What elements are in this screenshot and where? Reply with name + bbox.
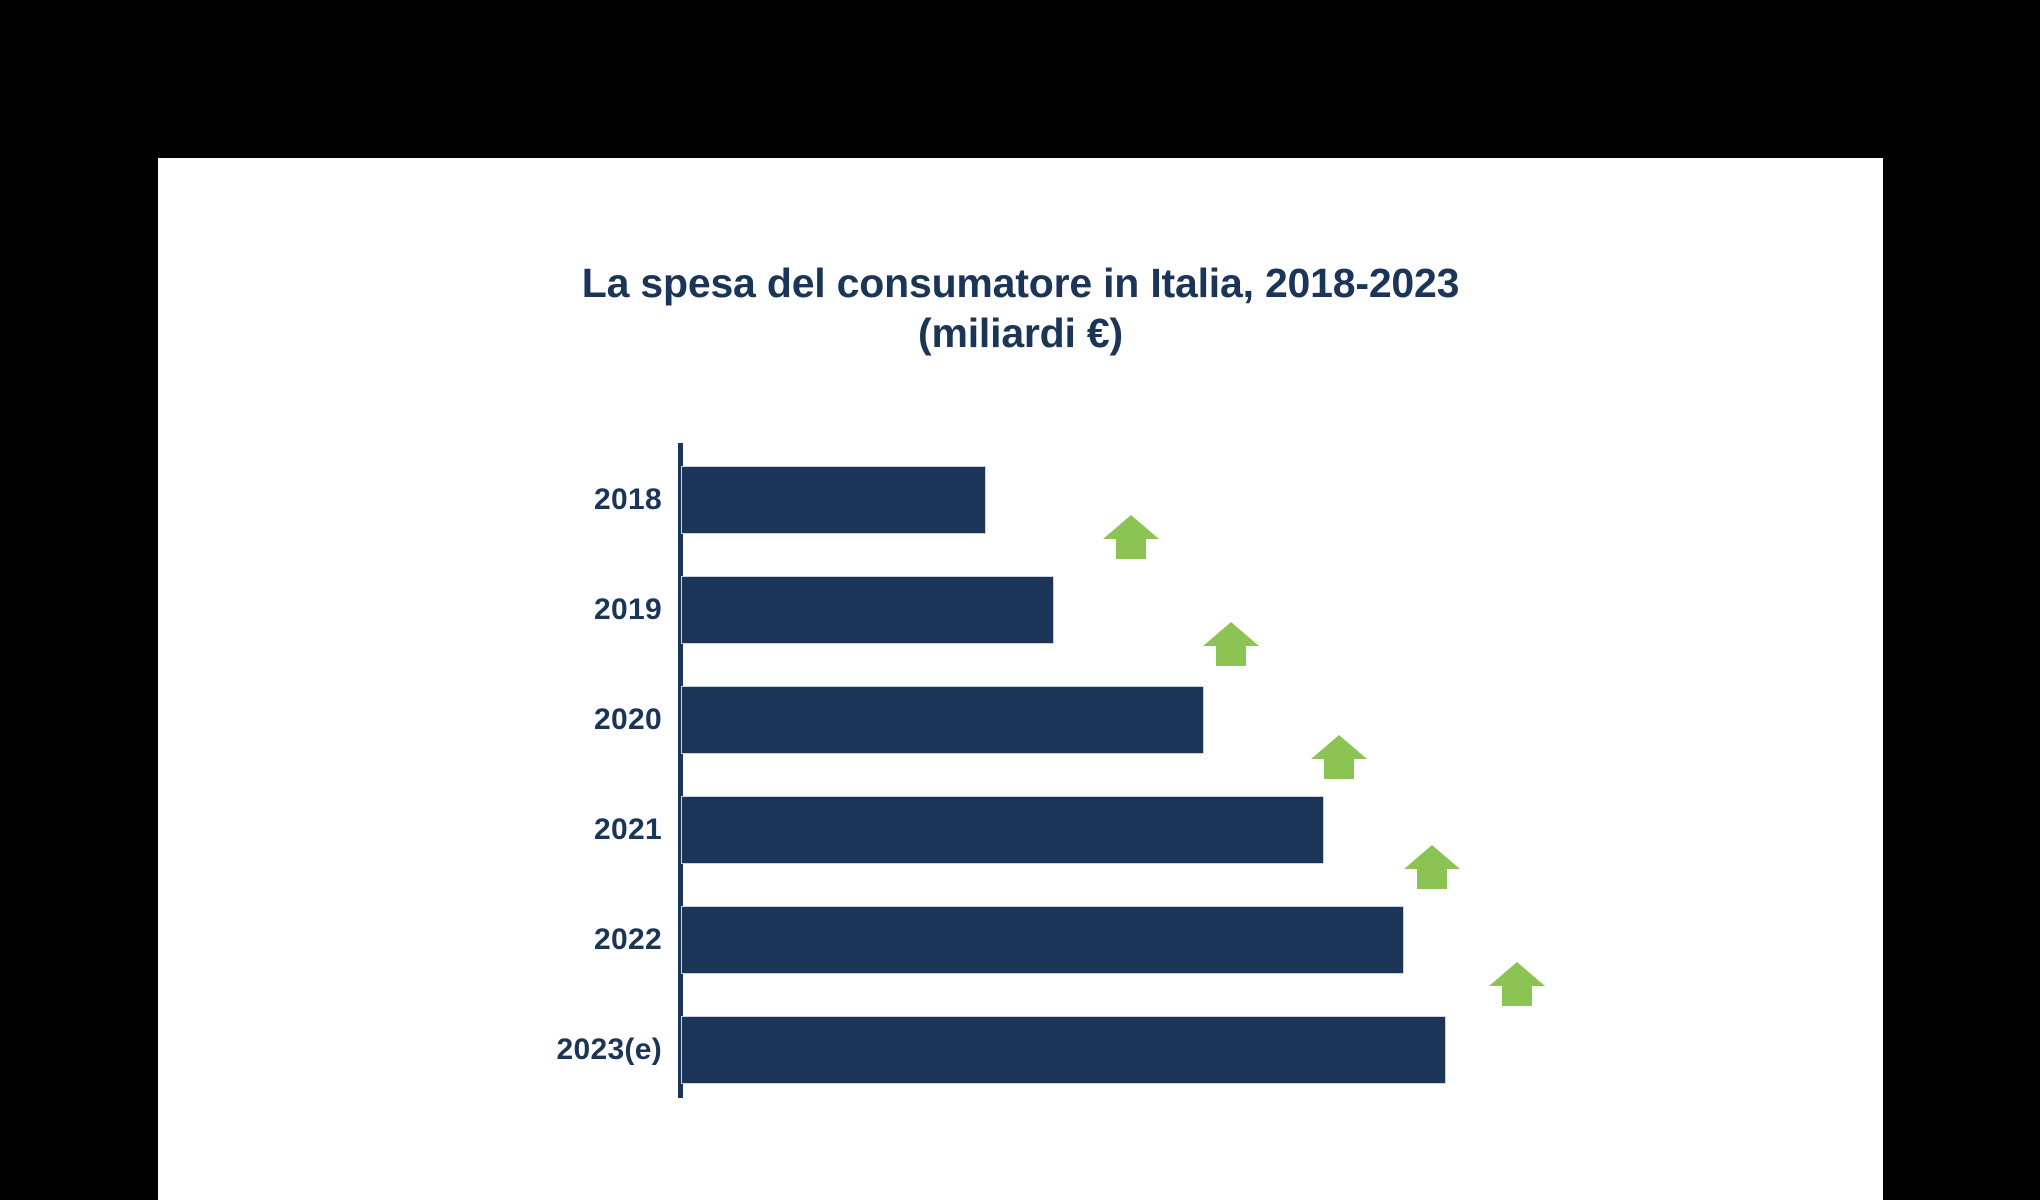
chart-title: La spesa del consumatore in Italia, 2018… [581, 260, 1460, 357]
bar-2023e[interactable] [681, 1016, 1446, 1084]
up-arrow-icon [1488, 960, 1546, 1008]
bar-row: 2021 [0, 796, 2040, 864]
up-arrow-icon [1102, 513, 1160, 561]
category-label-2023e: 2023(e) [556, 1033, 662, 1066]
category-label-2019: 2019 [594, 593, 662, 626]
category-label-2022: 2022 [594, 923, 662, 956]
slide-card-top-band [158, 158, 1883, 222]
category-label-2020: 2020 [594, 703, 662, 736]
up-arrow-icon [1403, 843, 1461, 891]
category-label-2018: 2018 [594, 483, 662, 516]
bar-row: 2019 [0, 576, 2040, 644]
bar-2019[interactable] [681, 576, 1054, 644]
bar-row: 2020 [0, 686, 2040, 754]
bar-2020[interactable] [681, 686, 1204, 754]
bar-2018[interactable] [681, 466, 986, 534]
bar-row: 2023(e) [0, 1016, 2040, 1084]
y-axis-line [678, 443, 683, 1098]
bar-row: 2018 [0, 466, 2040, 534]
bar-row: 2022 [0, 906, 2040, 974]
bar-2021[interactable] [681, 796, 1324, 864]
up-arrow-icon [1310, 733, 1368, 781]
category-label-2021: 2021 [594, 813, 662, 846]
bar-2022[interactable] [681, 906, 1404, 974]
up-arrow-icon [1202, 620, 1260, 668]
